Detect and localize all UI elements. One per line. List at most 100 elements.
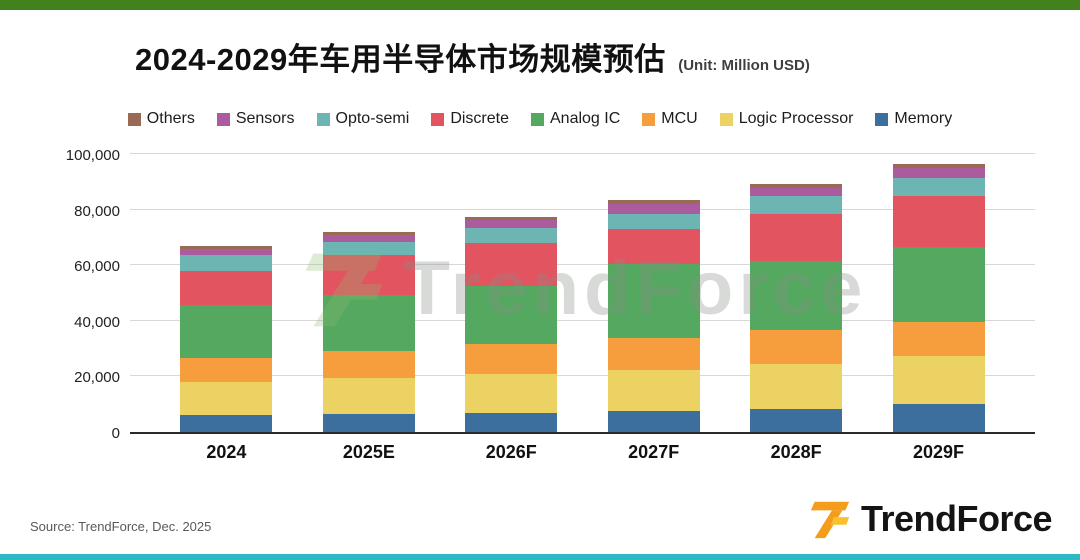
bar-segment-opto-semi <box>607 214 700 230</box>
bar-segment-memory <box>607 411 700 432</box>
bar-segment-analog-ic <box>892 247 985 322</box>
x-tick-label: 2024 <box>206 442 247 462</box>
source-note: Source: TrendForce, Dec. 2025 <box>30 519 212 534</box>
gridline <box>130 319 1035 321</box>
bar-segment-memory <box>322 414 415 432</box>
bar-segment-mcu <box>607 338 700 370</box>
bar-segment-logic-processor <box>322 378 415 415</box>
x-tick-label: 2026F <box>485 442 537 462</box>
bar-segment-memory <box>750 408 843 432</box>
legend-swatch <box>316 112 330 126</box>
bar-segment-analog-ic <box>180 305 273 358</box>
legend-label: Sensors <box>235 110 295 127</box>
gridline <box>130 208 1035 210</box>
bar-segment-logic-processor <box>750 364 843 409</box>
bar-segment-discrete <box>180 270 273 306</box>
x-tick-label: 2029F <box>913 442 965 462</box>
legend-swatch <box>216 112 230 126</box>
legend-swatch <box>642 112 656 126</box>
bar-segment-opto-semi <box>180 255 273 271</box>
legend-swatch <box>127 112 141 126</box>
x-tick-label: 2025E <box>342 442 395 462</box>
bar-segment-opto-semi <box>892 178 985 197</box>
bar-segment-mcu <box>180 357 273 383</box>
bar-segment-discrete <box>322 255 415 296</box>
bar-segment-opto-semi <box>465 227 558 243</box>
bar-segment-mcu <box>322 350 415 379</box>
legend-label: MCU <box>661 110 698 127</box>
y-tick-label: 40,000 <box>74 313 120 331</box>
legend-label: Discrete <box>450 110 509 127</box>
bar-segment-others <box>465 216 558 220</box>
trendforce-logo-icon <box>810 501 850 539</box>
bar-segment-sensors <box>180 248 273 256</box>
gridline <box>130 375 1035 377</box>
bar-segment-others <box>607 200 700 205</box>
bar-segment-sensors <box>607 204 700 214</box>
trendforce-logo: TrendForce <box>807 496 1053 542</box>
legend-item-mcu: MCU <box>642 110 698 128</box>
bar-segment-logic-processor <box>180 382 273 416</box>
legend-item-analog-ic: Analog IC <box>531 110 620 128</box>
bar-segment-mcu <box>465 343 558 375</box>
bar-segment-sensors <box>750 187 843 197</box>
bar-segment-memory <box>180 415 273 432</box>
bar-segment-analog-ic <box>465 285 558 344</box>
x-tick-label: 2027F <box>628 442 680 462</box>
legend-swatch <box>719 112 733 126</box>
stacked-bar-2028F <box>750 156 843 432</box>
bar-segment-others <box>892 164 985 169</box>
legend-item-opto-semi: Opto-semi <box>316 110 410 128</box>
legend-label: Others <box>146 110 195 127</box>
page-title: 2024-2029年车用半导体市场规模预估 (Unit: Million USD… <box>135 34 810 79</box>
gridline <box>130 153 1035 154</box>
bar-segment-others <box>180 245 273 249</box>
top-accent-bar <box>0 0 1080 10</box>
bar-segment-logic-processor <box>465 374 558 413</box>
legend-item-others: Others <box>127 110 195 128</box>
legend-swatch <box>431 112 445 126</box>
x-tick-label: 2028F <box>770 442 822 462</box>
legend-label: Memory <box>894 110 953 127</box>
stacked-bar-2026F <box>465 156 558 432</box>
legend-item-memory: Memory <box>875 110 952 128</box>
legend-label: Analog IC <box>550 110 621 127</box>
bar-segment-discrete <box>607 229 700 264</box>
bottom-accent-bar <box>0 554 1080 560</box>
x-axis-labels: 2024 2025E 2026F 2027F 2028F 2029F <box>130 442 1035 463</box>
bar-segment-analog-ic <box>322 295 415 351</box>
bar-segment-others <box>750 183 843 188</box>
chart-title: 2024-2029年车用半导体市场规模预估 <box>135 42 666 77</box>
legend-item-sensors: Sensors <box>216 110 295 128</box>
gridline <box>130 264 1035 266</box>
stacked-bar-2029F <box>892 156 985 432</box>
stacked-bar-2025E <box>322 156 415 432</box>
chart-legend: Others Sensors Opto-semi Discrete Analog IC M… <box>0 110 1080 128</box>
plot-area <box>130 153 1035 434</box>
bar-segment-mcu <box>750 329 843 365</box>
bar-segment-sensors <box>322 234 415 242</box>
y-tick-label: 0 <box>111 425 120 442</box>
bar-segment-others <box>322 231 415 235</box>
legend-label: Opto-semi <box>335 110 410 127</box>
bar-segment-mcu <box>892 321 985 357</box>
y-tick-label: 100,000 <box>65 147 120 164</box>
y-tick-label: 20,000 <box>74 369 120 387</box>
bar-segment-discrete <box>892 196 985 248</box>
logo-text: TrendForce <box>860 498 1053 539</box>
legend-swatch <box>531 112 544 126</box>
bar-segment-logic-processor <box>892 356 985 405</box>
bar-segment-opto-semi <box>750 196 843 214</box>
bar-segment-logic-processor <box>607 369 700 412</box>
bar-segment-sensors <box>892 168 985 179</box>
bar-segment-discrete <box>750 213 843 261</box>
legend-label: Logic Processor <box>738 110 854 127</box>
stacked-bar-2024 <box>180 156 273 432</box>
y-axis: 0 20,000 40,000 60,000 80,000 100,000 <box>35 146 120 446</box>
bar-segment-sensors <box>465 219 558 228</box>
bar-segment-analog-ic <box>750 260 843 330</box>
legend-item-logic-processor: Logic Processor <box>719 110 854 128</box>
bar-segment-memory <box>892 404 985 432</box>
bar-segment-analog-ic <box>607 263 700 339</box>
chart-area: 0 20,000 40,000 60,000 80,000 100,000 2024 202… <box>35 146 1040 476</box>
